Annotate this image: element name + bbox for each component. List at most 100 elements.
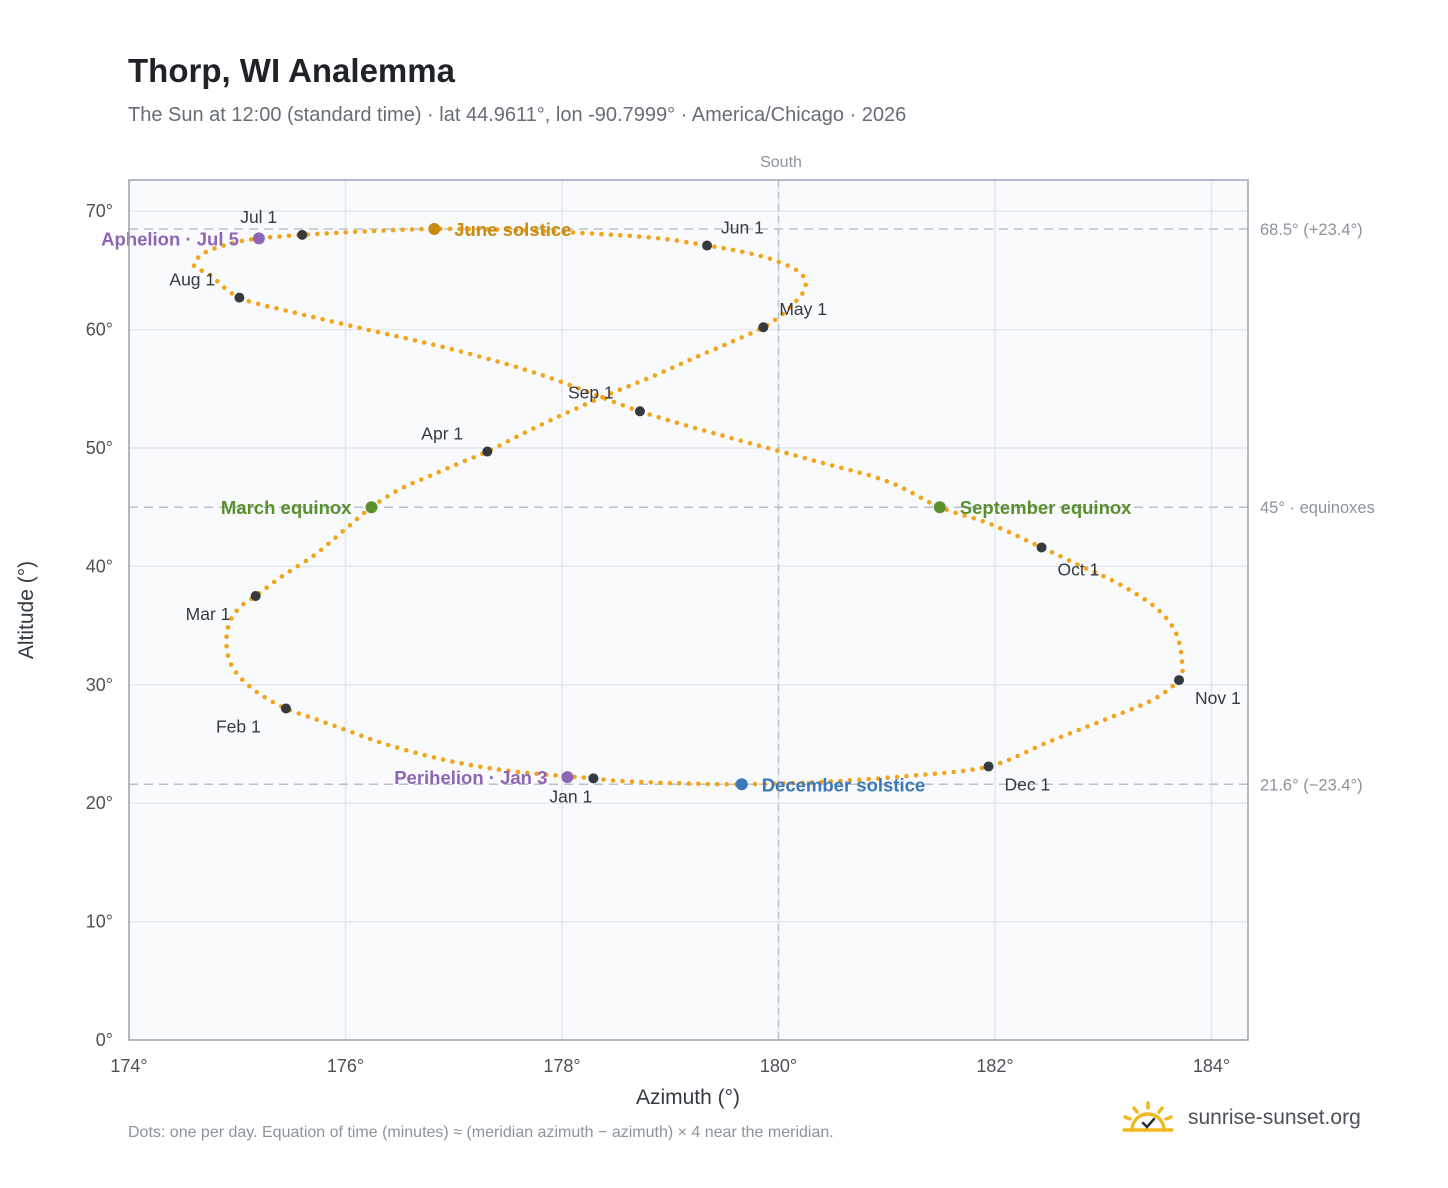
axis-ticks: 174° 176° 178° 180° 182° 184° 0° 10° 20° 30° 40° 50… [86,201,1230,1076]
daily-dot [1041,741,1046,747]
daily-dot [785,263,790,268]
daily-dot [670,365,675,371]
event-markers: June solstice March equinox September equi… [101,219,1132,795]
daily-dot [686,781,692,786]
plot-frame [128,179,1249,1041]
daily-dot [1129,706,1134,712]
brand[interactable]: sunrise-sunset.org [1120,1100,1361,1136]
daily-dot [712,244,717,249]
month-label: Jul 1 [240,207,277,227]
daily-dot [635,380,640,385]
daily-dot [932,771,938,777]
daily-dot [581,775,587,780]
daily-dot [857,470,862,476]
daily-dot [661,369,666,374]
daily-dot [385,742,391,748]
daily-dot [749,251,754,257]
daily-dot [471,455,477,460]
daily-dot [729,435,734,441]
daily-dot [522,367,528,372]
daily-dot [506,768,511,774]
daily-dot [367,736,373,742]
daily-dot [683,423,689,428]
daily-dot [695,353,701,359]
daily-dot [449,346,455,352]
daily-dot [329,319,335,324]
daily-dot [665,237,670,242]
daily-dot [1102,717,1108,722]
daily-dot [762,781,767,787]
daily-dot [212,246,217,251]
daily-dot [296,711,302,716]
daily-dot [629,406,634,411]
daily-dot [241,601,246,607]
daily-dot [340,529,346,534]
daily-dot [847,778,853,783]
daily-dot [608,391,614,396]
daily-dot [724,782,729,787]
daily-dot [534,771,539,777]
daily-dot [611,399,617,405]
daily-dot [295,563,301,569]
daily-dot [820,460,826,466]
month-markers: Jan 1 Feb 1 Mar 1 Apr 1 May 1 Jun 1 Jul 1 Aug 1… [169,207,1240,806]
daily-dot [580,230,585,236]
sun-check-icon [1122,1101,1174,1132]
event-label: Aphelion · Jul 5 [101,228,239,249]
month-marker [297,229,308,240]
daily-dot [229,291,235,296]
daily-dot [486,356,491,362]
daily-dot [775,448,780,454]
daily-dot [758,253,764,259]
daily-dot [1058,734,1064,740]
daily-dot [960,768,966,774]
daily-dot [553,773,558,778]
daily-dot [704,350,710,355]
daily-dot [229,616,234,621]
daily-dot [738,438,743,444]
daily-dot [513,364,519,370]
daily-dot [618,233,623,238]
daily-dot [1085,724,1090,729]
daily-dot [1179,659,1185,664]
daily-dot [333,535,338,540]
daily-dot [371,228,377,234]
footnote: Dots: one per day. Equation of time (min… [128,1124,834,1141]
daily-dot [459,761,464,766]
daily-dot [811,458,817,463]
daily-dot [1138,703,1143,708]
daily-dot [338,321,344,326]
daily-dot [1050,738,1055,743]
daily-dot [401,484,407,490]
daily-dot [224,643,229,649]
daily-dot [362,229,368,234]
month-label: Oct 1 [1058,559,1100,579]
reference-line-label: 68.5° (+23.4°) [1260,221,1363,239]
daily-dot [400,227,405,232]
daily-dot [548,418,553,423]
daily-dot [240,677,245,682]
daily-dot [262,694,267,700]
month-label: Nov 1 [1195,688,1241,708]
month-marker [702,240,713,251]
daily-dot [910,490,915,496]
daily-dot [1015,533,1020,539]
month-marker [634,406,645,417]
event-label: March equinox [221,497,352,518]
daily-dot [1006,529,1012,535]
daily-dot [431,755,437,760]
daily-dot [419,477,424,482]
x-tick-label: 182° [976,1056,1013,1076]
daily-dot [979,765,985,771]
daily-dot [532,228,538,233]
daily-dot [320,317,325,322]
daily-dot [1157,608,1162,614]
event-label: June solstice [454,219,571,240]
daily-dot [589,231,595,236]
daily-dot [191,263,197,269]
daily-dot [687,357,692,363]
daily-dot [366,327,372,333]
daily-dot [515,769,521,775]
daily-dot [303,558,309,564]
daily-dot [531,426,536,431]
